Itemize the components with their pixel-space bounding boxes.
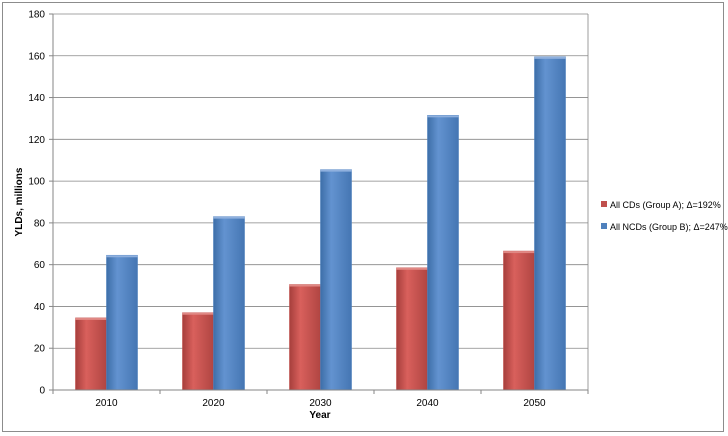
x-axis-title: Year (309, 410, 330, 421)
ncd-bar-2040 (427, 115, 459, 391)
cd-bar-top-2030 (289, 284, 321, 287)
gridlines (53, 13, 589, 390)
ncd-bar-top-2040 (427, 115, 459, 118)
cd-bar-top-2040 (396, 267, 428, 270)
y-tick-label: 40 (34, 302, 46, 313)
legend-swatch-cds (601, 201, 607, 207)
cd-bar-2040 (396, 267, 428, 391)
y-tick-label: 140 (28, 93, 45, 104)
y-tick-labels: 0 20 40 60 80 100 120 140 160 180 (28, 10, 53, 397)
cd-bar-2050 (503, 250, 535, 391)
y-tick-label: 80 (34, 218, 46, 229)
x-tick-label: 2040 (416, 398, 439, 409)
y-tick-label: 160 (28, 51, 45, 62)
y-tick-label: 180 (28, 10, 45, 21)
x-tick-label: 2050 (523, 398, 546, 409)
ncd-bar-2030 (320, 169, 352, 391)
y-tick-label: 20 (34, 344, 46, 355)
x-tick-label: 2030 (309, 398, 332, 409)
y-axis-title: YLDs, millions (14, 167, 25, 236)
x-tick-labels: 2010 2020 2030 2040 2050 (52, 390, 589, 409)
ncd-bar-top-2030 (320, 169, 352, 172)
cd-bar-top-2020 (182, 312, 214, 315)
ncd-bar-2010 (106, 254, 138, 391)
bars (75, 56, 566, 391)
cd-bar-top-2010 (75, 317, 107, 320)
ncd-bar-2020 (213, 216, 245, 391)
x-tick-label: 2020 (202, 398, 225, 409)
y-tick-label: 0 (39, 386, 45, 397)
cd-bar-2030 (289, 284, 321, 391)
ncd-bar-top-2050 (534, 56, 566, 59)
cd-bar-2020 (182, 312, 214, 391)
x-tick-label: 2010 (95, 398, 118, 409)
y-tick-label: 60 (34, 260, 46, 271)
y-tick-label: 100 (28, 177, 45, 188)
legend-label-ncds: All NCDs (Group B); Δ=247% (610, 222, 728, 232)
ncd-bar-top-2010 (106, 255, 138, 258)
legend-label-cds: All CDs (Group A); Δ=192% (610, 200, 721, 210)
legend: All CDs (Group A); Δ=192% All NCDs (Grou… (601, 200, 728, 232)
ncd-bar-2050 (534, 56, 566, 391)
y-tick-label: 120 (28, 135, 45, 146)
legend-swatch-ncds (601, 223, 607, 229)
ncd-bar-top-2020 (213, 216, 245, 219)
cd-bar-2010 (75, 317, 107, 391)
cd-bar-top-2050 (503, 251, 535, 254)
